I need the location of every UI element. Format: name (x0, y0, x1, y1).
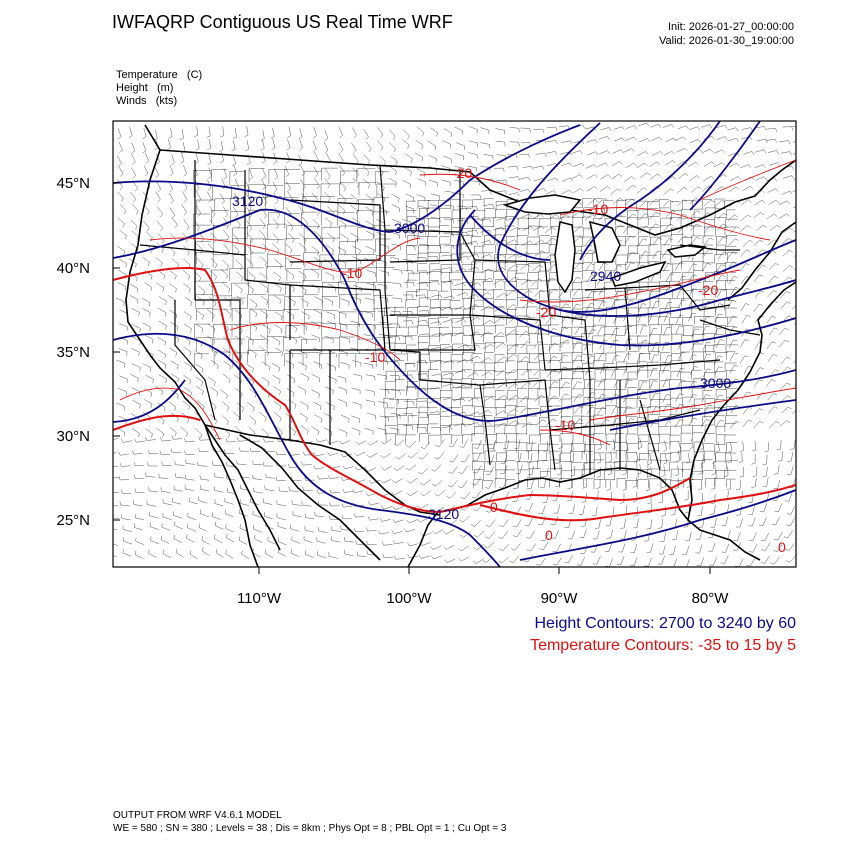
lat-label-25: 25°N (56, 512, 90, 529)
lat-label-45: 45°N (56, 175, 90, 192)
temperature-label: -20 (698, 282, 718, 298)
height-label: 3120 (428, 506, 459, 522)
lon-label-80: 80°W (691, 590, 729, 607)
axis-ticks (113, 182, 711, 574)
chart-title: IWFAQRP Contiguous US Real Time WRF (112, 12, 453, 32)
lake-superior (502, 194, 582, 215)
field-winds: Winds (kts) (116, 95, 178, 107)
lake-michigan (554, 221, 576, 294)
temperature-contours (113, 267, 796, 522)
lake-erie (611, 260, 667, 287)
coastline-gulf (407, 281, 796, 567)
temperature-label: -20 (452, 165, 472, 181)
temperature-label: 0 (490, 499, 498, 515)
coastline-northeast (727, 221, 796, 301)
temperature-contour-legend: Temperature Contours: -35 to 15 by 5 (530, 637, 796, 654)
temperature-contours-thin (119, 159, 796, 446)
field-temperature: Temperature (C) (116, 69, 203, 81)
coastline-cuba (687, 519, 761, 561)
valid-time: Valid: 2026-01-30_19:00:00 (659, 35, 794, 47)
lon-label-90: 90°W (540, 590, 578, 607)
contour-labels: 3120 3000 2940 3000 3120 -20 -10 -20 -10… (232, 165, 786, 555)
height-contour-legend: Height Contours: 2700 to 3240 by 60 (534, 615, 796, 632)
model-options: WE = 580 ; SN = 380 ; Levels = 38 ; Dis … (113, 823, 507, 834)
temperature-label: -20 (536, 304, 556, 320)
model-info: OUTPUT FROM WRF V4.6.1 MODEL (113, 810, 282, 821)
temperature-label: -10 (342, 265, 362, 281)
lon-label-110: 110°W (236, 590, 282, 607)
lake-huron (589, 220, 621, 263)
height-contours (113, 121, 796, 567)
coastline-mexico-west (239, 434, 381, 561)
lat-label-40: 40°N (56, 260, 90, 277)
height-label: 3120 (232, 193, 263, 209)
lat-label-30: 30°N (56, 428, 90, 445)
wind-barbs (113, 122, 796, 567)
field-list: Temperature (C) Height (m) Winds (kts) (116, 69, 202, 108)
wind-barb-field (113, 122, 796, 567)
temperature-label: -10 (365, 349, 385, 365)
temperature-label: 0 (778, 539, 786, 555)
temperature-label: 0 (545, 527, 553, 543)
temperature-label: -10 (588, 201, 608, 217)
lon-label-100: 100°W (386, 590, 432, 607)
lat-label-35: 35°N (56, 344, 90, 361)
height-label: 3000 (700, 375, 731, 391)
height-label: 3000 (394, 220, 425, 236)
field-height: Height (m) (116, 82, 174, 94)
height-label: 2940 (590, 268, 621, 284)
init-time: Init: 2026-01-27_00:00:00 (668, 21, 794, 33)
coastline-west (125, 124, 259, 567)
map-frame (112, 120, 797, 568)
temperature-label: -10 (555, 417, 575, 433)
coastline-baja (204, 424, 281, 551)
